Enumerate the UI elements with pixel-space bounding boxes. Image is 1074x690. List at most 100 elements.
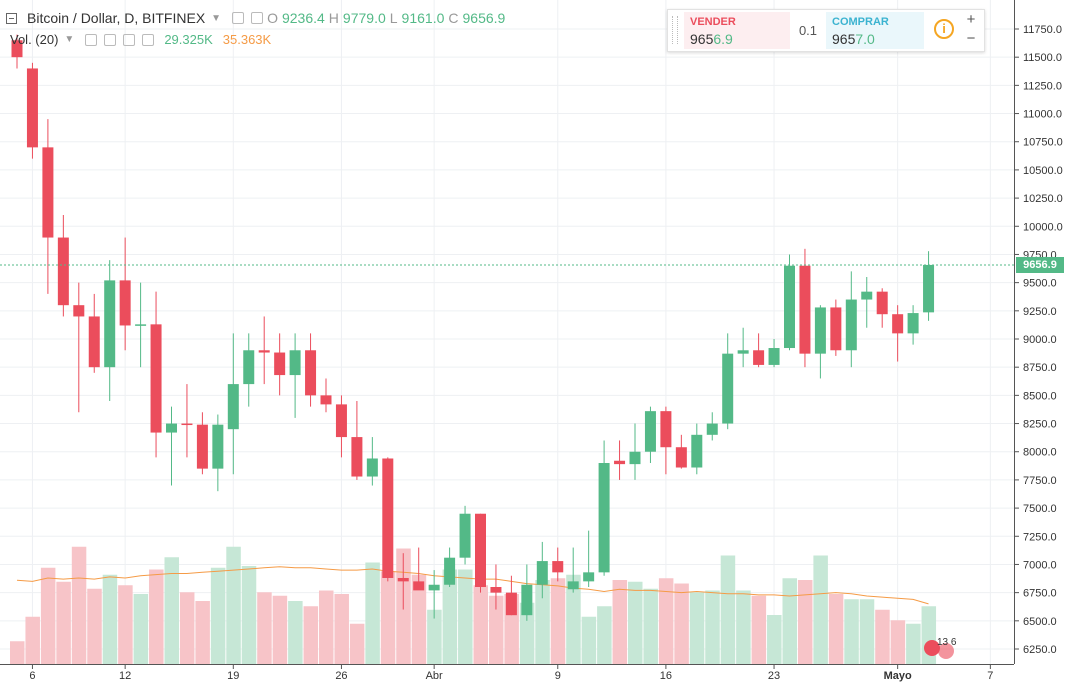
flag-icon[interactable] [924, 640, 940, 656]
candle-body[interactable] [413, 581, 425, 591]
candle-body[interactable] [166, 423, 177, 433]
candle-body[interactable] [505, 592, 517, 616]
candle-body[interactable] [799, 265, 811, 354]
candle-body[interactable] [475, 513, 486, 587]
candle-body[interactable] [490, 587, 502, 593]
quantity-field[interactable]: 0.1 [798, 23, 818, 38]
candle-body[interactable] [42, 147, 54, 238]
volume-bar [195, 601, 210, 664]
candle-body[interactable] [150, 324, 162, 433]
decrease-button[interactable]: − [966, 30, 976, 47]
candle-body[interactable] [305, 350, 317, 396]
candle-body[interactable] [351, 437, 363, 477]
candle-body[interactable] [135, 324, 147, 326]
candle-body[interactable] [552, 561, 564, 573]
eye-icon[interactable] [232, 12, 245, 24]
candle-body[interactable] [629, 451, 641, 465]
candle-body[interactable] [382, 458, 394, 578]
candle-body[interactable] [845, 299, 857, 351]
drag-handle-icon[interactable] [672, 16, 678, 44]
candle-body[interactable] [212, 424, 224, 469]
candle-body[interactable] [196, 424, 208, 469]
high-value: 9779.0 [342, 10, 386, 26]
volume-legend: Vol. (20) ▼ 29.325K 35.363K [6, 32, 271, 47]
candle-body[interactable] [768, 348, 780, 365]
candle-body[interactable] [907, 313, 919, 334]
candle-body[interactable] [11, 40, 23, 58]
candle-body[interactable] [243, 350, 255, 385]
volume-bar [720, 555, 736, 664]
close-icon[interactable] [142, 33, 155, 46]
candle-body[interactable] [675, 447, 687, 468]
candle-body[interactable] [274, 352, 286, 376]
candle-body[interactable] [737, 350, 749, 354]
candle-body[interactable] [26, 68, 38, 148]
candle-body[interactable] [227, 384, 239, 430]
candle-body[interactable] [320, 395, 332, 405]
volume-bar [164, 557, 179, 664]
time-axis-label: 6 [29, 670, 35, 682]
sell-price: 9656.9 [690, 31, 733, 47]
increase-button[interactable]: + [966, 11, 976, 28]
volume-bar [56, 581, 71, 664]
candle-body[interactable] [73, 305, 85, 317]
candle-body[interactable] [119, 280, 131, 326]
calendar-icon[interactable] [938, 643, 954, 659]
volume-bar [87, 588, 102, 664]
candle-body[interactable] [861, 291, 873, 300]
candle-body[interactable] [397, 577, 409, 582]
gear-icon[interactable] [104, 33, 117, 46]
candle-body[interactable] [660, 411, 672, 448]
candle-body[interactable] [598, 463, 610, 573]
candle-body[interactable] [366, 458, 378, 477]
volume-bar [828, 594, 844, 664]
gear-icon[interactable] [251, 12, 264, 24]
candle-body[interactable] [722, 353, 734, 424]
eye-icon[interactable] [85, 33, 98, 46]
candle-body[interactable] [814, 307, 826, 354]
symbol-title[interactable]: Bitcoin / Dollar, D, BITFINEX [27, 10, 206, 26]
candle-body[interactable] [258, 350, 270, 353]
time-axis-label: Abr [426, 670, 443, 682]
price-axis-label: 6500.0 [1023, 616, 1057, 628]
volume-title[interactable]: Vol. (20) [10, 32, 59, 47]
candle-body[interactable] [536, 561, 548, 585]
add-icon[interactable] [123, 33, 136, 46]
candle-body[interactable] [691, 434, 703, 468]
candle-body[interactable] [784, 265, 795, 349]
chevron-down-icon[interactable]: ▼ [64, 34, 75, 45]
candle-body[interactable] [88, 316, 100, 368]
price-axis-label: 8000.0 [1023, 447, 1057, 459]
time-badge-text: 13 6 [937, 637, 957, 648]
buy-button[interactable]: COMPRAR 9657.0 [826, 12, 924, 49]
volume-bar [535, 580, 550, 664]
volume-bar [859, 599, 875, 664]
candle-body[interactable] [567, 581, 579, 590]
candle-body[interactable] [614, 460, 626, 465]
candle-body[interactable] [104, 280, 116, 368]
candle-body[interactable] [57, 237, 69, 306]
candle-body[interactable] [644, 411, 656, 452]
sell-button[interactable]: VENDER 9656.9 [684, 12, 790, 49]
candle-body[interactable] [830, 307, 842, 351]
candle-body[interactable] [428, 584, 440, 591]
candle-body[interactable] [706, 423, 718, 435]
candle-body[interactable] [335, 404, 347, 438]
candle-body[interactable] [583, 572, 595, 582]
candle-body[interactable] [753, 350, 765, 365]
candle-body[interactable] [892, 314, 904, 334]
candle-body[interactable] [289, 350, 301, 376]
collapse-icon[interactable] [6, 12, 17, 24]
candle-body[interactable] [459, 513, 471, 558]
candle-body[interactable] [181, 423, 193, 426]
chevron-down-icon[interactable]: ▼ [211, 12, 222, 24]
candle-body[interactable] [923, 264, 935, 313]
candle-body[interactable] [444, 557, 456, 585]
candle-body[interactable] [521, 584, 533, 616]
candle-body[interactable] [876, 291, 888, 315]
volume-bar [303, 606, 319, 664]
volume-bar [736, 590, 751, 664]
info-icon[interactable]: i [934, 19, 954, 39]
